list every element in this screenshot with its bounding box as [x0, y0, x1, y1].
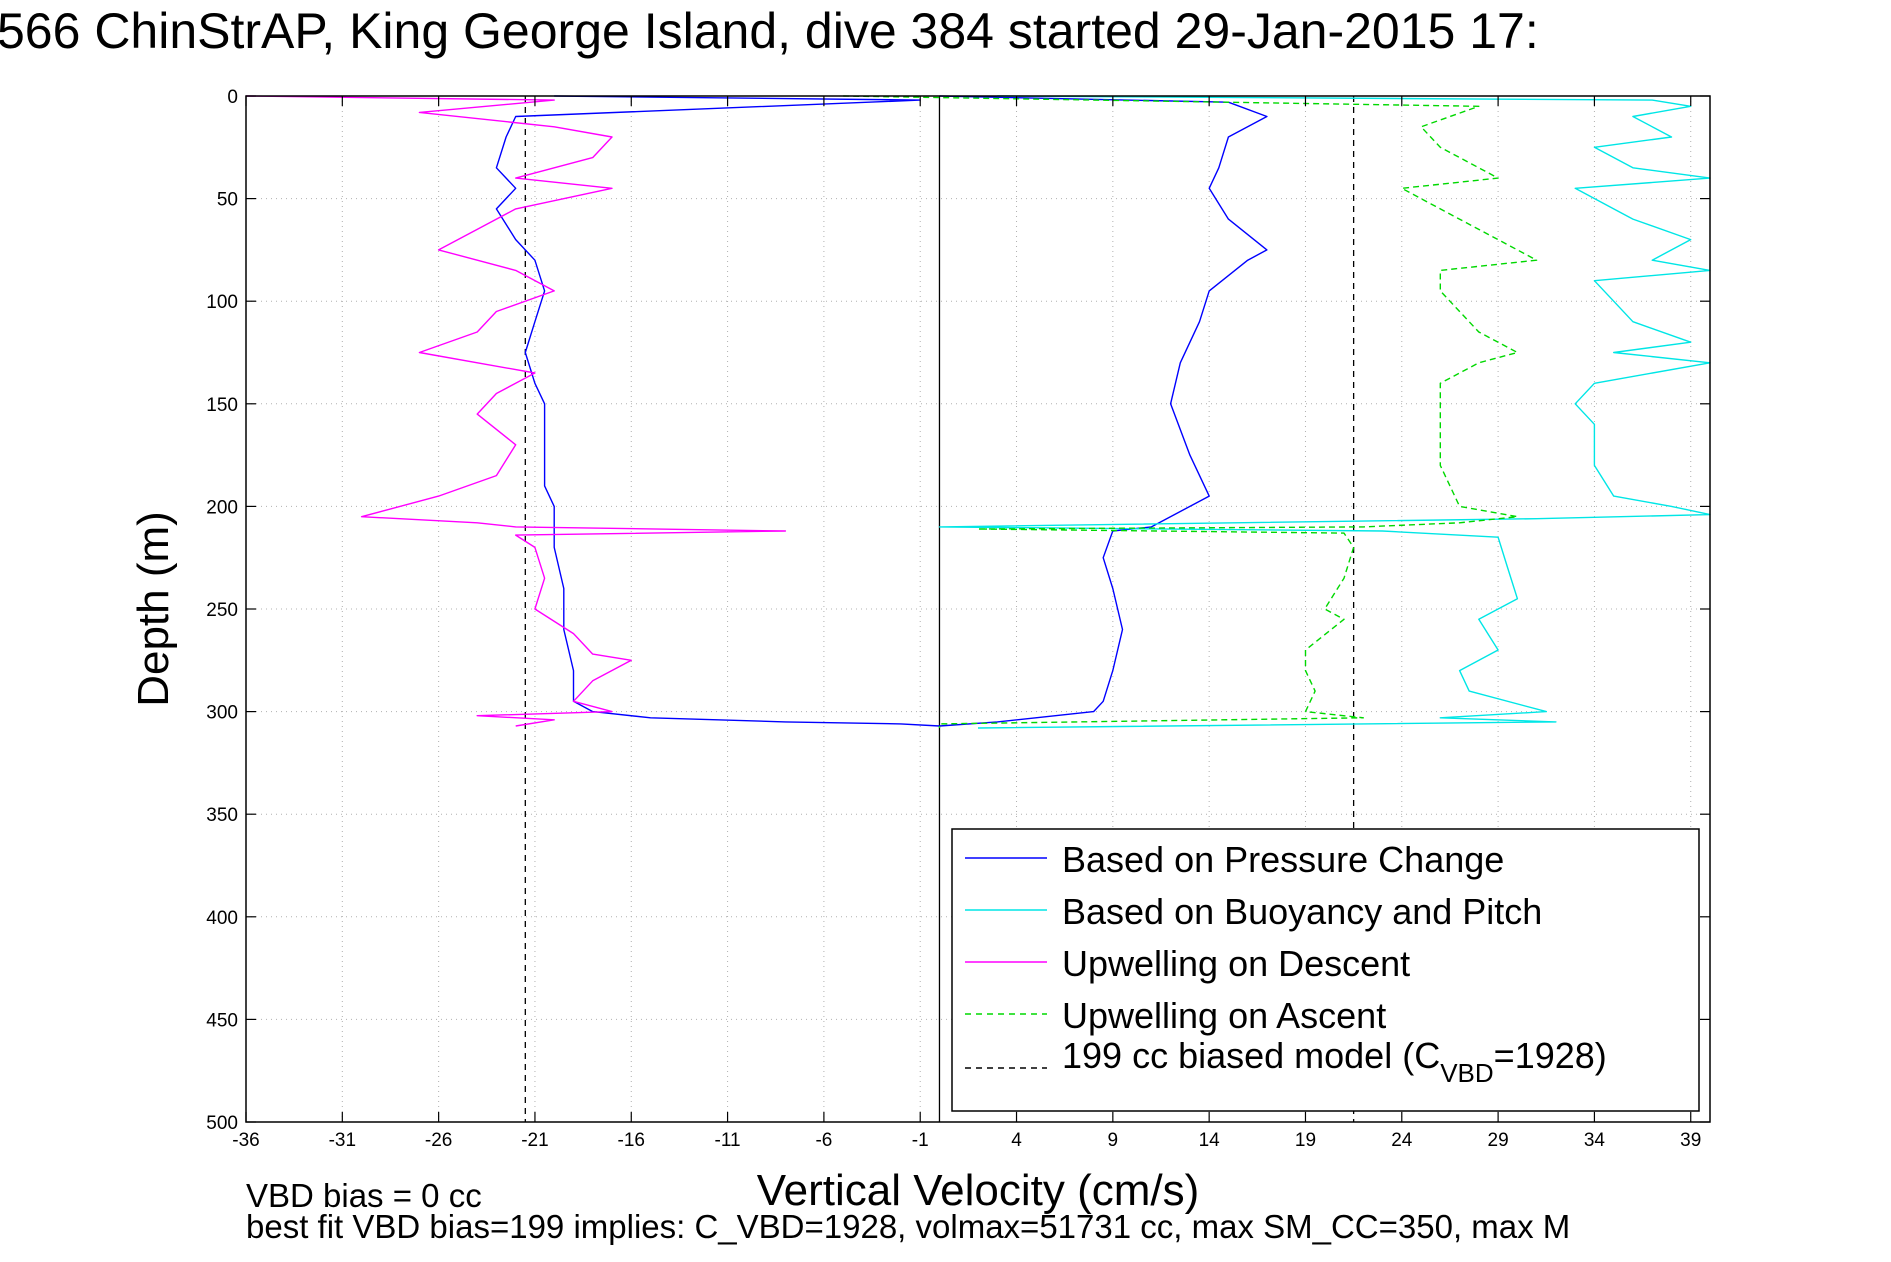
footnote-vbd-bias: VBD bias = 0 cc — [246, 1177, 482, 1214]
x-tick-label: -11 — [715, 1130, 741, 1151]
y-tick-label: 450 — [206, 1010, 238, 1031]
y-tick-label: 100 — [206, 292, 238, 313]
x-tick-label: 29 — [1488, 1130, 1509, 1151]
x-tick-label: 14 — [1199, 1130, 1221, 1151]
y-tick-label: 350 — [206, 805, 238, 826]
footnote-best-fit: best fit VBD bias=199 implies: C_VBD=192… — [246, 1208, 1570, 1245]
legend-box — [951, 828, 1700, 1112]
y-tick-label: 500 — [206, 1113, 238, 1134]
x-tick-label: -16 — [618, 1130, 645, 1151]
series-line-ascent — [843, 95, 1538, 728]
x-tick-label: -6 — [815, 1130, 832, 1151]
x-tick-label: 9 — [1108, 1130, 1119, 1151]
x-axis-ticks: -36 -31 -26 -21 -16 -11 -6 -1 4 9 14 19 24 29 34 39 — [232, 96, 1701, 1151]
x-tick-label: -26 — [425, 1130, 452, 1151]
series-line-descent — [245, 95, 787, 727]
y-axis-ticks: 0 50 100 150 200 250 300 350 400 450 500 — [206, 87, 1710, 1134]
legend-label-buoyancy: Based on Buoyancy and Pitch — [1062, 891, 1542, 932]
y-tick-label: 300 — [206, 703, 238, 724]
x-tick-label: 24 — [1391, 1130, 1413, 1151]
x-tick-label: 34 — [1584, 1130, 1606, 1151]
chart-title: 566 ChinStrAP, King George Island, dive … — [0, 3, 1539, 59]
legend-label-ascent: Upwelling on Ascent — [1062, 995, 1386, 1036]
legend-model-tail: =1928) — [1494, 1035, 1607, 1076]
legend-label-descent: Upwelling on Descent — [1062, 943, 1410, 984]
legend-label-pressure: Based on Pressure Change — [1062, 839, 1504, 880]
legend: Based on Pressure Change Based on Buoyan… — [951, 828, 1700, 1112]
x-tick-label: -21 — [521, 1130, 548, 1151]
series-line-buoyancy — [938, 95, 1711, 729]
legend-label-model: 199 cc biased model (CVBD=1928) — [1062, 1035, 1607, 1088]
series-line-pressure — [495, 95, 1268, 727]
y-tick-label: 150 — [206, 395, 238, 416]
x-tick-label: 19 — [1295, 1130, 1316, 1151]
x-tick-label: 4 — [1011, 1130, 1022, 1151]
y-tick-label: 0 — [227, 87, 238, 108]
x-tick-label: 39 — [1680, 1130, 1701, 1151]
y-tick-label: 200 — [206, 497, 238, 518]
legend-model-sub: VBD — [1440, 1058, 1493, 1088]
y-tick-label: 400 — [206, 908, 238, 929]
y-tick-label: 50 — [217, 190, 238, 211]
series-layer — [245, 95, 1711, 1122]
x-tick-label: -36 — [232, 1130, 259, 1151]
y-tick-label: 250 — [206, 600, 238, 621]
x-tick-label: -1 — [912, 1130, 929, 1151]
y-axis-label: Depth (m) — [129, 511, 178, 707]
legend-model-base: 199 cc biased model (C — [1062, 1035, 1440, 1076]
x-tick-label: -31 — [329, 1130, 356, 1151]
x-axis-label: Vertical Velocity (cm/s) — [757, 1166, 1200, 1215]
